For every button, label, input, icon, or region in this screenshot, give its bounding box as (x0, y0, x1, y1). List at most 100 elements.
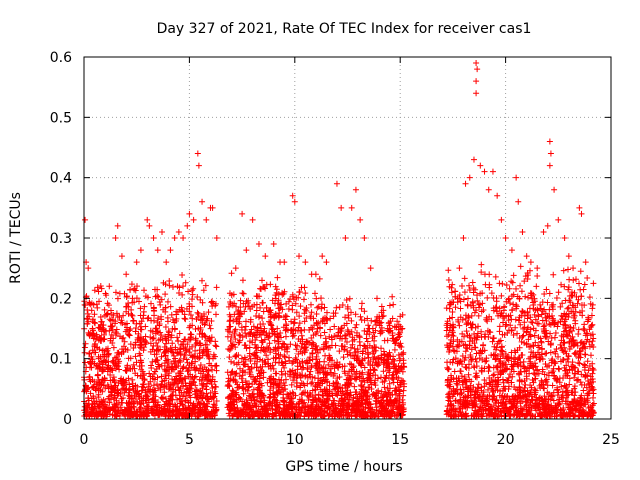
data-point (115, 399, 122, 406)
data-point (104, 364, 111, 371)
data-point (200, 311, 207, 318)
data-point (287, 327, 294, 334)
data-point (190, 285, 197, 292)
data-point (588, 322, 595, 329)
data-point (474, 384, 481, 391)
data-point (235, 320, 242, 327)
data-point (459, 379, 466, 386)
data-point (353, 395, 360, 402)
data-point (292, 392, 299, 399)
data-point (498, 292, 505, 299)
data-point (295, 324, 302, 331)
data-point (131, 400, 138, 407)
data-point (88, 307, 95, 314)
data-point (528, 319, 535, 326)
data-point (332, 404, 339, 411)
data-point (492, 352, 499, 359)
data-point (353, 329, 360, 336)
data-point (364, 338, 371, 345)
data-point (509, 306, 516, 313)
data-point (152, 368, 159, 375)
data-point (98, 412, 105, 419)
data-point (199, 395, 206, 402)
data-point (174, 283, 181, 290)
data-point (444, 333, 450, 340)
data-point (130, 344, 137, 351)
data-point (267, 405, 274, 412)
data-point (490, 393, 497, 400)
data-point (97, 382, 104, 389)
data-point (565, 391, 572, 398)
data-point (320, 374, 327, 381)
data-point (283, 413, 290, 420)
data-point (194, 354, 201, 361)
data-point (115, 349, 122, 356)
data-point (490, 372, 497, 379)
data-point (188, 352, 195, 359)
data-point (202, 319, 209, 326)
data-point (461, 333, 468, 340)
data-point (206, 376, 213, 383)
data-point (157, 346, 164, 353)
data-point (553, 346, 560, 353)
data-point (301, 318, 308, 325)
data-point (400, 387, 407, 394)
data-point (259, 363, 266, 370)
data-point (581, 281, 588, 288)
data-point (298, 404, 305, 411)
data-point (571, 312, 578, 319)
data-point (212, 363, 219, 370)
data-point (571, 350, 578, 357)
data-point (192, 391, 199, 398)
data-point (282, 316, 289, 323)
data-point (303, 314, 310, 321)
data-point (109, 391, 116, 398)
data-point (212, 383, 219, 390)
data-point (227, 338, 234, 345)
data-point (172, 364, 179, 371)
data-point (357, 313, 364, 320)
data-point (446, 348, 453, 355)
data-point (449, 281, 456, 288)
data-point (473, 372, 480, 379)
data-point (373, 317, 380, 324)
data-point (307, 301, 314, 308)
data-point (110, 344, 117, 351)
data-point (445, 394, 452, 401)
data-point (469, 387, 476, 394)
data-point (321, 329, 328, 336)
data-point (254, 358, 261, 365)
data-point (185, 412, 192, 419)
data-point (513, 285, 520, 292)
data-point (272, 283, 279, 290)
data-point (296, 313, 303, 320)
data-point (136, 350, 143, 357)
data-point (81, 349, 88, 356)
data-point (306, 371, 313, 378)
data-point (335, 325, 342, 332)
data-point (587, 352, 594, 359)
data-point (531, 298, 538, 305)
data-point (98, 328, 105, 335)
data-point (353, 357, 360, 364)
data-point (590, 366, 597, 373)
data-point (333, 390, 340, 397)
data-point (401, 380, 408, 387)
data-point (352, 324, 359, 331)
data-point (569, 292, 576, 299)
data-point (271, 394, 278, 401)
data-point (313, 328, 320, 335)
data-point (110, 376, 117, 383)
data-point (182, 346, 189, 353)
data-point (336, 348, 343, 355)
data-point (500, 368, 507, 375)
data-point (491, 393, 498, 400)
data-point (560, 340, 567, 347)
data-point (456, 359, 463, 366)
data-point (154, 374, 161, 381)
data-point (116, 313, 123, 320)
data-point (114, 392, 121, 399)
data-point (346, 360, 353, 367)
data-point (251, 396, 258, 403)
